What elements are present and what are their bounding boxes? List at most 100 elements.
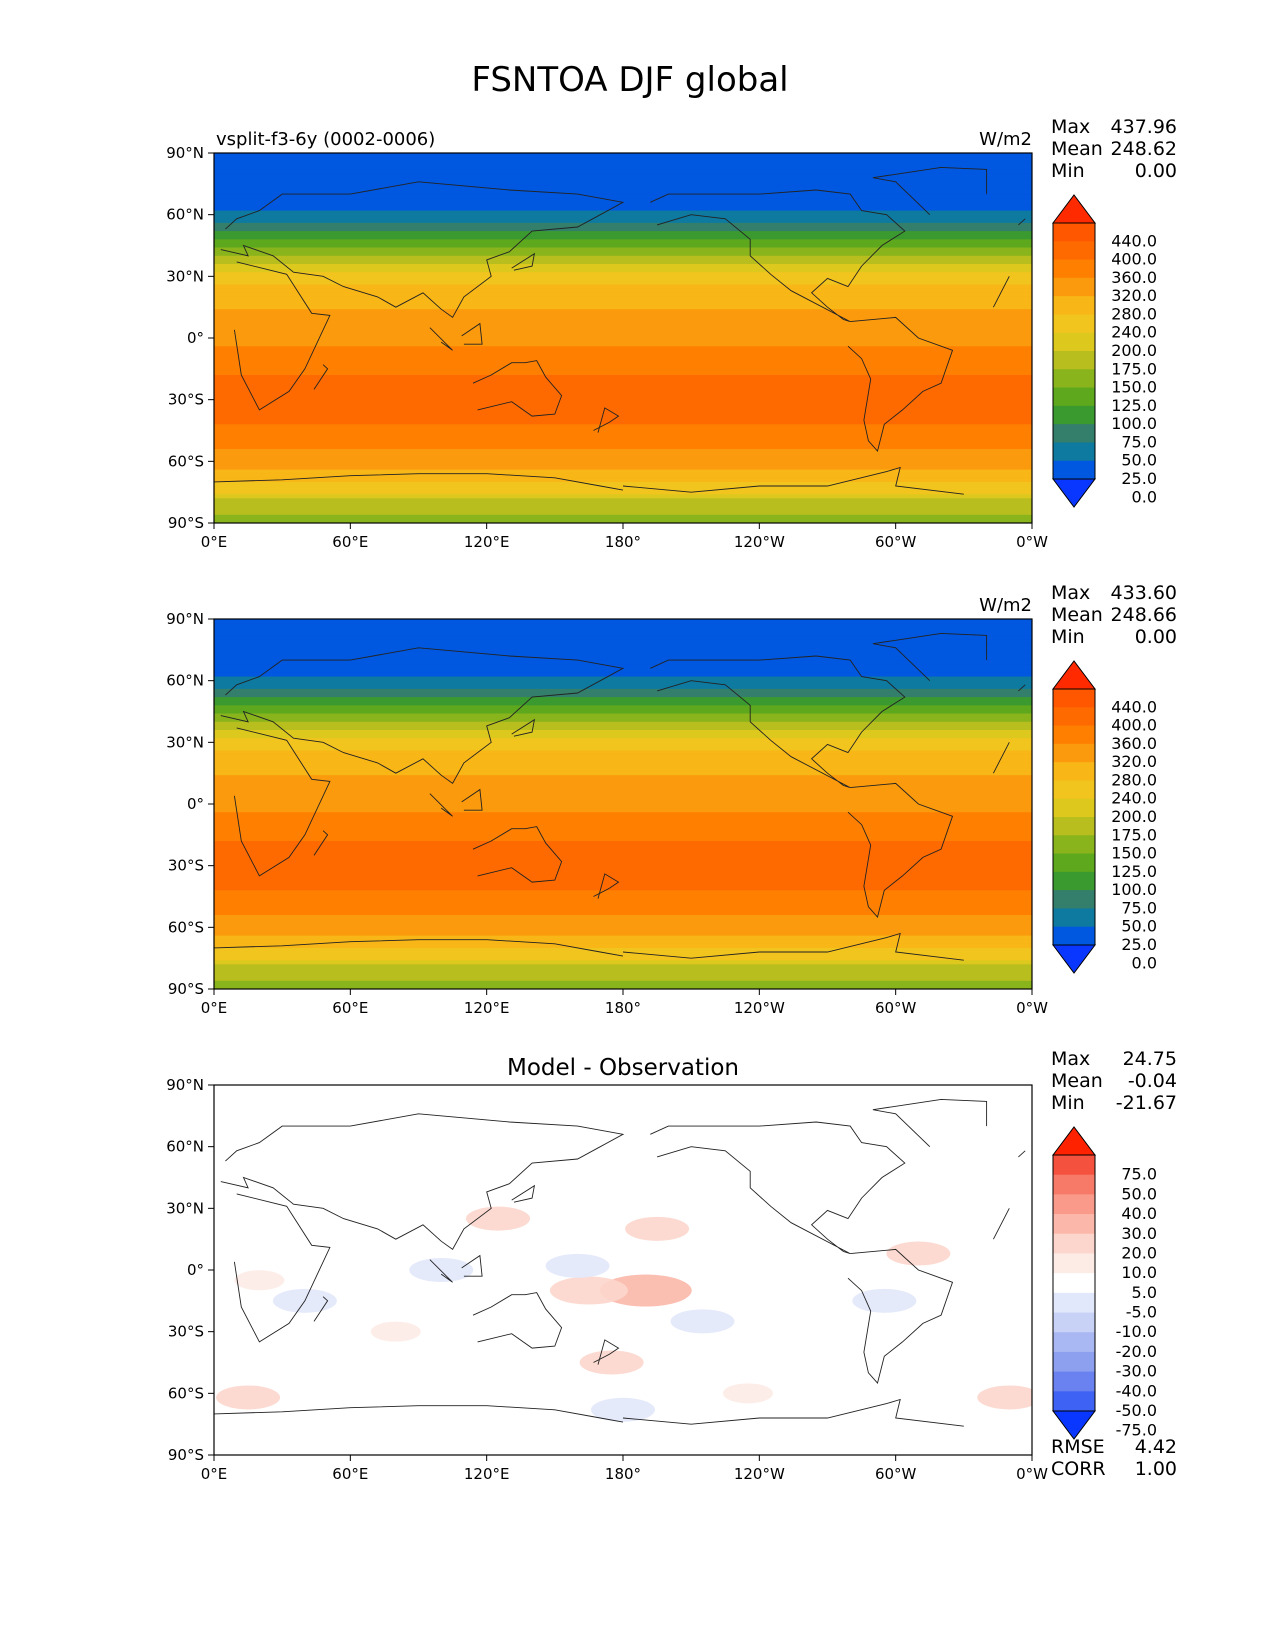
field-band: [214, 473, 1032, 479]
stat-value: 248.62: [1111, 138, 1177, 160]
anomaly-patch: [216, 1385, 281, 1410]
metric-label: CORR: [1051, 1458, 1106, 1480]
field-band: [214, 313, 1032, 319]
x-tick-label: 120°E: [464, 999, 510, 1017]
colorbar-band: [1053, 817, 1095, 836]
field-band: [214, 424, 1032, 430]
field-band: [214, 952, 1032, 957]
stat-label: Min: [1051, 160, 1085, 182]
field-band: [214, 713, 1032, 719]
stat-label: Mean: [1051, 604, 1103, 626]
colorbar-band: [1053, 926, 1095, 946]
colorbar-extend-min: [1052, 478, 1096, 508]
colorbar-band: [1053, 369, 1095, 389]
field-band: [214, 375, 1032, 380]
field-band: [214, 366, 1032, 372]
field-band: [214, 231, 1032, 236]
field-band: [214, 947, 1032, 953]
y-tick-label: 30°N: [166, 1199, 204, 1217]
field-band: [214, 350, 1032, 356]
colorbar-level-label: 40.0: [1121, 1204, 1157, 1223]
field-band: [214, 750, 1032, 756]
coastline: [847, 316, 954, 453]
y-tick-label: 0°: [187, 1261, 204, 1279]
anomaly-patch: [625, 1216, 690, 1241]
coastline: [220, 1113, 625, 1251]
coastline: [847, 1248, 954, 1385]
anomaly-patch: [272, 1288, 337, 1313]
colorbar-level-label: 280.0: [1111, 770, 1157, 789]
field-band: [214, 738, 1032, 743]
colorbar-level-label: 25.0: [1121, 935, 1157, 954]
colorbar-level-label: 50.0: [1121, 451, 1157, 470]
field-band: [214, 465, 1032, 471]
field-band: [214, 906, 1032, 912]
field-band: [214, 181, 1032, 187]
colorbar-band: [1053, 853, 1095, 873]
coastline: [214, 466, 964, 495]
y-tick-label: 60°S: [168, 1384, 204, 1402]
colorbar-level-label: 125.0: [1111, 862, 1157, 881]
field-band: [214, 779, 1032, 785]
coastline: [313, 364, 329, 390]
field-band: [214, 264, 1032, 269]
field-band: [214, 235, 1032, 240]
field-band: [214, 391, 1032, 397]
colorbar-level-label: 320.0: [1111, 752, 1157, 771]
field-band: [214, 288, 1032, 294]
x-tick-label: 120°E: [464, 1465, 510, 1483]
field-band: [214, 210, 1032, 216]
anomaly-patch: [370, 1321, 421, 1342]
field-band: [214, 771, 1032, 776]
colorbar-level-label: 400.0: [1111, 250, 1157, 269]
field-layer: [214, 619, 1032, 989]
coastline: [872, 632, 988, 682]
field-band: [214, 486, 1032, 491]
colorbar-level-label: 240.0: [1111, 789, 1157, 808]
colorbar-band: [1053, 1391, 1095, 1412]
x-tick-label: 180°: [605, 999, 641, 1017]
colorbar-level-label: 100.0: [1111, 414, 1157, 433]
stat-label: Min: [1051, 1092, 1085, 1114]
colorbar-frame: [1052, 222, 1096, 480]
field-band: [214, 412, 1032, 417]
colorbar-band: [1053, 1174, 1095, 1195]
stat-value: -21.67: [1116, 1092, 1177, 1114]
field-band: [214, 824, 1032, 830]
colorbar-level-label: -10.0: [1116, 1322, 1157, 1341]
field-band: [214, 931, 1032, 937]
field-band: [214, 317, 1032, 323]
field-band: [214, 960, 1032, 965]
y-tick-label: 30°N: [166, 733, 204, 751]
y-tick-label: 30°N: [166, 267, 204, 285]
colorbar-level-label: 75.0: [1121, 432, 1157, 451]
field-band: [214, 754, 1032, 760]
colorbar-level-label: 20.0: [1121, 1243, 1157, 1262]
field-band: [214, 808, 1032, 813]
field-band: [214, 239, 1032, 245]
field-band: [214, 721, 1032, 727]
anomaly-patch: [234, 1270, 285, 1291]
coastline: [220, 647, 625, 785]
field-band: [214, 222, 1032, 228]
field-band: [214, 477, 1032, 483]
colorbar-level-label: 5.0: [1132, 1283, 1157, 1302]
field-band: [214, 717, 1032, 723]
field-band: [214, 338, 1032, 343]
y-tick-label: 30°S: [168, 1323, 204, 1341]
field-band: [214, 845, 1032, 850]
stat-value: 248.66: [1111, 604, 1177, 626]
coastline: [461, 1254, 483, 1277]
field-band: [214, 202, 1032, 208]
field-band: [214, 190, 1032, 195]
field-band: [214, 984, 1032, 989]
field-band: [214, 898, 1032, 904]
field-band: [214, 461, 1032, 467]
colorbar-level-label: -50.0: [1116, 1401, 1157, 1420]
field-band: [214, 268, 1032, 273]
x-tick-label: 0°E: [201, 533, 228, 551]
x-tick-label: 0°E: [201, 1465, 228, 1483]
coastline: [220, 181, 625, 319]
field-band: [214, 436, 1032, 442]
